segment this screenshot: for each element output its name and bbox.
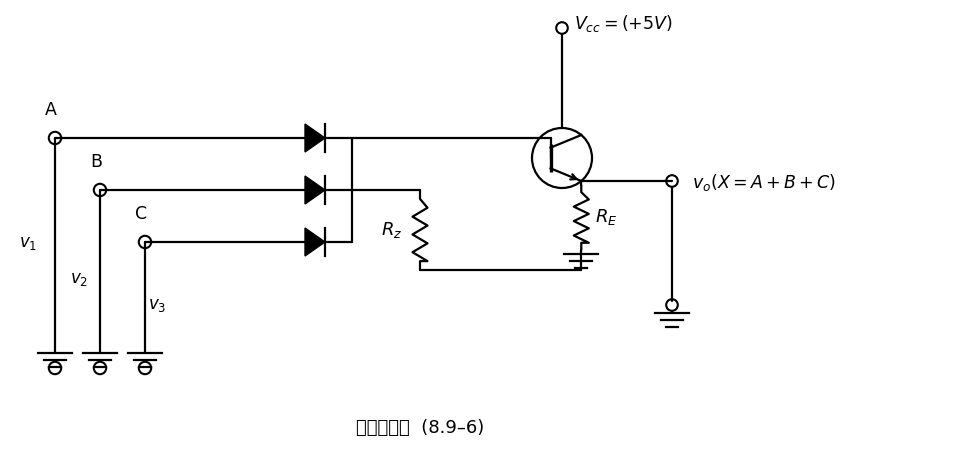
Text: चित्र  (8.9–6): चित्र (8.9–6): [356, 419, 484, 437]
Text: $v_1$: $v_1$: [19, 234, 37, 252]
Text: $v_3$: $v_3$: [148, 296, 167, 314]
Polygon shape: [305, 176, 325, 204]
Text: C: C: [135, 205, 147, 223]
Polygon shape: [305, 124, 325, 152]
Text: $V_{cc} = (+5V)$: $V_{cc} = (+5V)$: [574, 14, 673, 35]
Polygon shape: [305, 228, 325, 256]
Text: B: B: [90, 153, 102, 171]
Text: $v_o(X = A+B+C)$: $v_o(X = A+B+C)$: [692, 172, 836, 194]
Text: $R_z$: $R_z$: [381, 220, 402, 240]
Text: $R_E$: $R_E$: [595, 207, 618, 228]
Text: A: A: [45, 101, 56, 119]
Text: $v_2$: $v_2$: [70, 270, 88, 288]
